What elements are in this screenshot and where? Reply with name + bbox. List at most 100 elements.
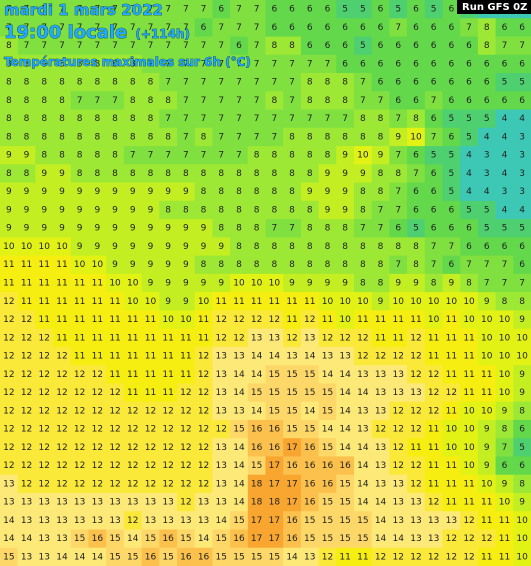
temperature-cell [389,383,408,403]
temperature-cell [442,401,461,421]
temperature-label: 12 [393,443,404,453]
temperature-cell [35,36,54,56]
temperature-cell [442,474,461,494]
temperature-label: 9 [112,187,118,197]
temperature-cell [354,109,373,129]
temperature-label: 7 [289,114,295,124]
temperature-label: 11 [393,333,404,343]
temperature-label: 7 [94,41,100,51]
temperature-cell [247,127,266,147]
temperature-cell [123,529,143,549]
temperature-label: 9 [94,205,100,215]
temperature-cell [247,547,266,566]
temperature-cell [371,237,390,257]
temperature-cell [53,310,72,330]
temperature-cell [495,383,514,403]
temperature-cell [300,255,320,275]
temperature-cell [336,401,355,421]
temperature-label: 9 [201,224,207,234]
temperature-label: 16 [304,479,316,489]
temperature-cell [371,18,390,38]
temperature-label: 6 [413,96,419,106]
temperature-cell [0,511,19,530]
temperature-cell [35,292,54,311]
temperature-label: 11 [481,498,492,508]
temperature-label: 8 [112,78,118,88]
temperature-label: 16 [304,443,316,453]
temperature-label: 7 [254,23,260,33]
temperature-label: 13 [375,479,386,489]
temperature-label: 12 [21,388,32,398]
temperature-cell [177,401,196,421]
temperature-label: 15 [3,552,14,562]
temperature-cell [354,438,373,457]
temperature-cell [389,273,408,293]
temperature-label: 8 [395,169,401,179]
temperature-label: 11 [109,333,120,343]
temperature-label: 10 [516,333,528,343]
temperature-label: 14 [339,443,351,453]
temperature-label: 8 [24,132,30,142]
temperature-label: 10 [322,297,334,307]
temperature-label: 11 [446,479,457,489]
temperature-label: 10 [74,260,86,270]
temperature-cell [495,328,514,348]
temperature-cell [318,547,337,566]
temperature-cell [194,255,213,275]
temperature-label: 12 [198,443,209,453]
temperature-label: 12 [393,425,404,435]
temperature-label: 7 [183,5,189,15]
temperature-label: 8 [360,205,366,215]
temperature-cell [336,54,355,74]
temperature-label: 12 [3,425,14,435]
temperature-label: 6 [289,5,295,15]
temperature-cell [265,474,284,494]
temperature-cell [88,511,107,530]
temperature-cell [318,438,337,457]
temperature-label: 12 [21,333,32,343]
temperature-cell [265,91,284,111]
temperature-cell [495,164,514,184]
temperature-label: 7 [24,41,30,51]
temperature-cell [247,365,266,384]
temperature-label: 11 [481,370,492,380]
temperature-label: 7 [431,260,437,270]
temperature-label: 12 [322,333,333,343]
temperature-label: 13 [375,388,386,398]
temperature-cell [283,200,302,220]
temperature-label: 11 [127,388,138,398]
temperature-label: 15 [251,461,262,471]
temperature-label: 13 [21,498,32,508]
temperature-cell [371,273,390,293]
temperature-cell [318,346,337,366]
temperature-cell [141,127,160,147]
temperature-label: 9 [148,205,154,215]
temperature-label: 7 [218,23,224,33]
temperature-cell [283,91,302,111]
temperature-label: 8 [6,132,12,142]
temperature-cell [194,438,213,457]
temperature-cell [318,365,337,384]
temperature-label: 7 [289,78,295,88]
temperature-cell [177,310,196,330]
temperature-label: 12 [39,461,50,471]
temperature-cell [283,292,302,311]
temperature-label: 6 [378,59,384,69]
temperature-cell [212,182,231,202]
temperature-cell [389,73,408,92]
temperature-cell [407,438,426,457]
temperature-label: 4 [502,169,508,179]
temperature-label: 5 [502,224,508,234]
temperature-cell [460,54,479,74]
temperature-cell [336,292,355,311]
temperature-label: 4 [519,114,525,124]
temperature-label: 15 [286,425,297,435]
temperature-label: 11 [127,315,138,325]
temperature-label: 8 [218,260,224,270]
temperature-label: 7 [502,41,508,51]
temperature-cell [442,529,461,549]
temperature-label: 4 [519,205,525,215]
temperature-label: 12 [304,315,315,325]
temperature-label: 12 [127,406,138,416]
temperature-label: 7 [395,187,401,197]
